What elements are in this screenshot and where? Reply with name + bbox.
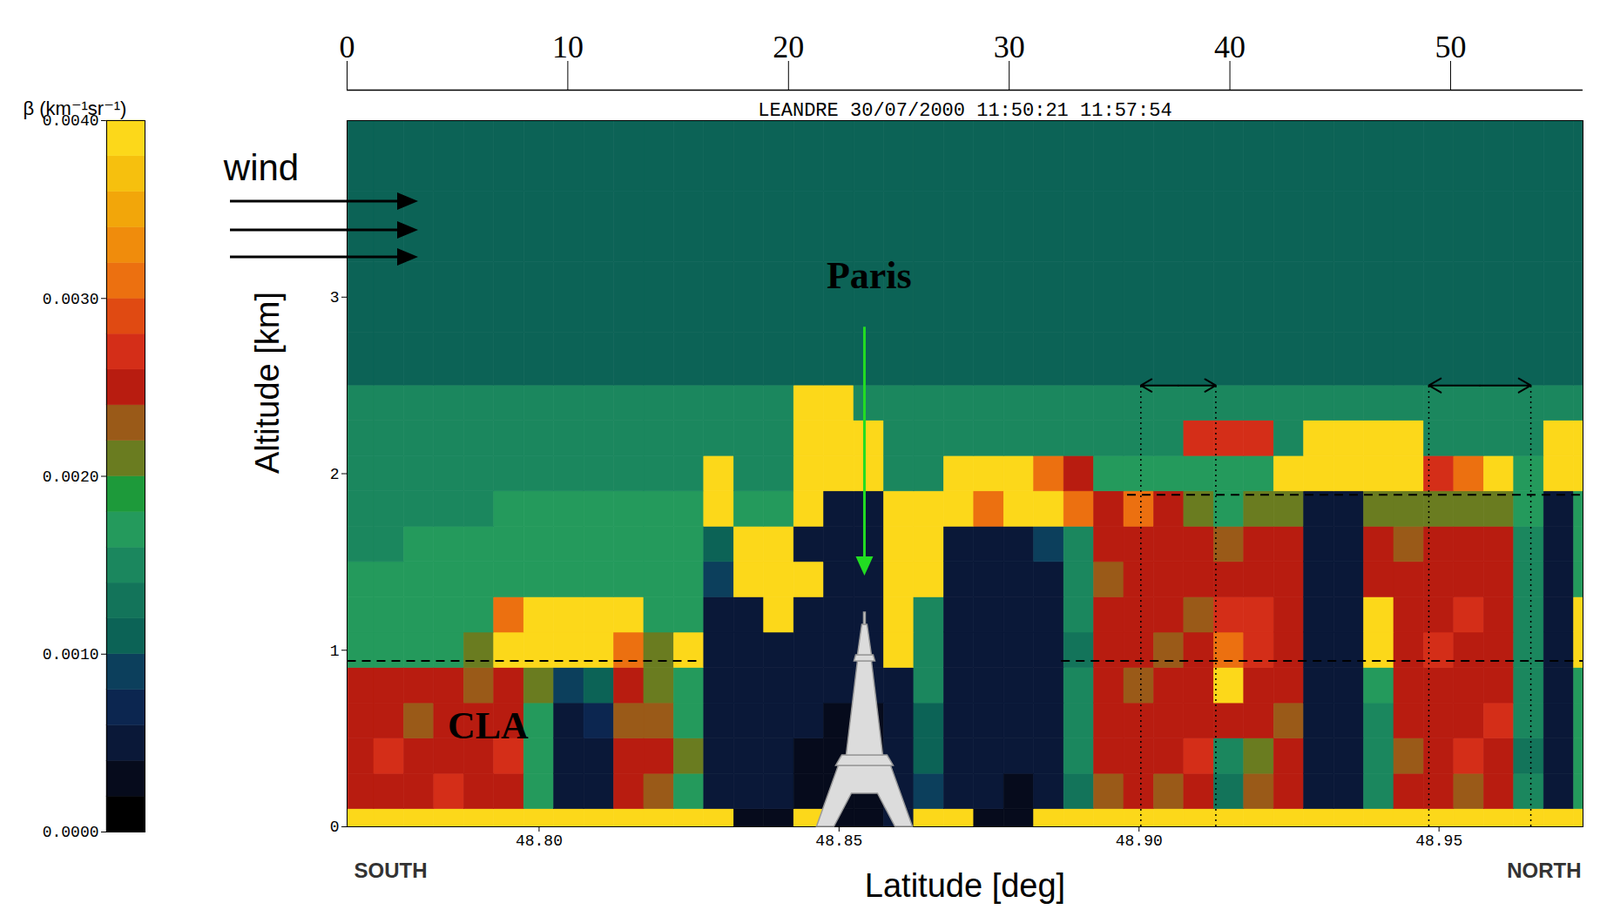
svg-text:20: 20	[772, 29, 804, 65]
svg-text:wind: wind	[222, 147, 299, 189]
svg-text:Altitude [km]: Altitude [km]	[249, 291, 286, 474]
svg-text:LEANDRE 30/07/2000 11:50:21 11: LEANDRE 30/07/2000 11:50:21 11:57:54	[757, 100, 1172, 122]
svg-text:48.80: 48.80	[515, 832, 563, 851]
svg-text:NORTH: NORTH	[1506, 858, 1581, 883]
svg-text:48.90: 48.90	[1115, 832, 1163, 851]
svg-text:40: 40	[1214, 29, 1246, 65]
svg-text:CLA: CLA	[447, 704, 529, 748]
svg-text:50: 50	[1434, 29, 1466, 65]
svg-text:10: 10	[552, 29, 584, 65]
svg-text:0.0030: 0.0030	[42, 290, 100, 309]
svg-text:β (km⁻¹sr⁻¹): β (km⁻¹sr⁻¹)	[23, 97, 128, 120]
svg-text:0: 0	[330, 818, 340, 837]
svg-text:48.85: 48.85	[815, 832, 863, 851]
svg-text:48.95: 48.95	[1415, 832, 1463, 851]
svg-text:0: 0	[339, 29, 356, 65]
svg-text:3: 3	[330, 289, 340, 307]
svg-text:0.0000: 0.0000	[42, 823, 100, 842]
svg-text:30: 30	[993, 29, 1026, 65]
svg-text:1: 1	[330, 642, 340, 661]
svg-text:Latitude [deg]: Latitude [deg]	[864, 867, 1066, 905]
svg-text:2: 2	[330, 465, 340, 484]
svg-text:0.0040: 0.0040	[42, 112, 99, 131]
svg-text:0.0010: 0.0010	[42, 646, 100, 664]
svg-text:SOUTH: SOUTH	[354, 858, 428, 883]
svg-text:Paris: Paris	[826, 254, 912, 298]
svg-text:0.0020: 0.0020	[42, 468, 100, 487]
